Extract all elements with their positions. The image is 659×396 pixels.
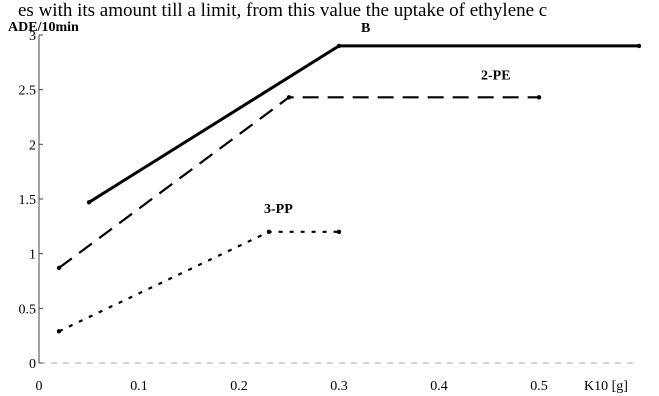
y-tick-label: 1 [29, 248, 36, 263]
series-label-3-pp: 3-PP [264, 202, 293, 217]
data-point [636, 43, 642, 49]
x-tick-label: 0.4 [430, 379, 448, 394]
x-tick-label: 0.5 [530, 379, 548, 394]
caption-text: es with its amount till a limit, from th… [18, 0, 547, 21]
data-point [536, 95, 542, 100]
data-point [56, 265, 62, 271]
series-label-b: B [361, 21, 370, 36]
series-line-2-pe [58, 96, 539, 269]
x-tick-label: 0 [36, 379, 43, 394]
y-tick-label: 1.5 [19, 193, 37, 208]
data-point [336, 229, 342, 234]
axes: 0 0.5 1 1.5 2 2.5 3 0 0.1 0.2 0.3 0.4 0.5 [19, 29, 639, 394]
y-tick-label: 2 [29, 138, 36, 153]
data-point [266, 229, 272, 234]
y-tick-label: 3 [29, 29, 36, 44]
x-tick-label: 0.1 [130, 379, 148, 394]
y-tick-label: 0.5 [19, 302, 37, 317]
data-point [336, 43, 342, 49]
x-tick-label: 0.2 [230, 379, 248, 394]
series-line-3-pp [58, 230, 339, 333]
series-layer: B 2-PE 3-PP [56, 21, 642, 334]
y-axis-label: ADE/10min [8, 20, 79, 35]
series-label-2-pe: 2-PE [481, 68, 511, 83]
data-point [56, 329, 62, 334]
series-line-b [88, 44, 639, 204]
x-tick-label: 0.3 [330, 379, 348, 394]
y-tick-label: 2.5 [19, 84, 37, 99]
data-point [86, 200, 92, 205]
x-axis-label: K10 [g] [584, 379, 628, 394]
y-tick-label: 0 [29, 357, 36, 372]
data-point [286, 95, 292, 100]
